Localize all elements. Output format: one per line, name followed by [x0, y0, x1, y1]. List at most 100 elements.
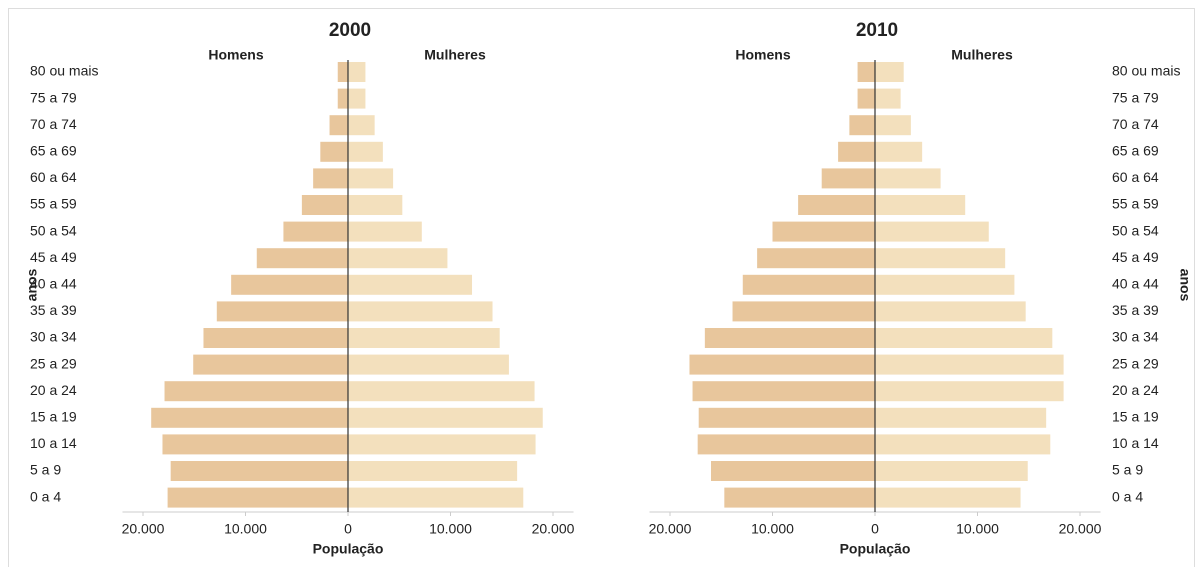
category-label: 55 a 59 [1112, 196, 1159, 212]
x-tick-label: 20.000 [649, 521, 692, 537]
bar [875, 221, 989, 242]
bar [348, 221, 422, 242]
bar [348, 328, 500, 348]
category-label: 70 a 74 [30, 116, 77, 132]
x-tick-label: 10.000 [224, 521, 267, 537]
bar [348, 461, 518, 481]
x-tick-label: 20.000 [1059, 521, 1102, 537]
category-label: 40 a 44 [30, 276, 77, 292]
bar [348, 195, 403, 215]
bar [875, 487, 1021, 508]
bar [875, 168, 941, 189]
bar [203, 328, 348, 348]
bar [301, 195, 348, 215]
category-label: 20 a 24 [1112, 382, 1159, 398]
category-label: 50 a 54 [1112, 222, 1159, 238]
bar [167, 487, 348, 508]
category-label: 10 a 14 [30, 435, 77, 451]
bar [875, 274, 1015, 295]
category-label: 35 a 39 [30, 302, 77, 318]
bar [798, 195, 875, 215]
category-label: 75 a 79 [30, 89, 77, 105]
category-label: 55 a 59 [30, 196, 77, 212]
category-label: 50 a 54 [30, 222, 77, 238]
bar [283, 221, 348, 242]
bar [698, 407, 875, 428]
bar [857, 88, 875, 109]
category-label: 70 a 74 [1112, 116, 1159, 132]
bar [742, 274, 875, 295]
bar [875, 328, 1053, 348]
bar [838, 141, 875, 162]
series-label: Mulheres [951, 47, 1013, 63]
category-label: 30 a 34 [30, 329, 77, 345]
bar [231, 274, 348, 295]
x-axis-label: População [313, 541, 384, 557]
bar [875, 434, 1051, 455]
category-label: 80 ou mais [30, 63, 98, 79]
category-label: 40 a 44 [1112, 276, 1159, 292]
bar [772, 221, 875, 242]
category-label: 0 a 4 [30, 488, 61, 504]
bar [216, 301, 348, 322]
bar [256, 248, 348, 269]
bar [193, 354, 348, 375]
bar [692, 381, 875, 402]
bar [697, 434, 875, 455]
chart-title: 2010 [856, 20, 898, 41]
bar [162, 434, 348, 455]
bar [875, 88, 901, 109]
bar [320, 141, 348, 162]
category-label: 25 a 29 [30, 355, 77, 371]
bar [348, 62, 366, 82]
category-label: 60 a 64 [30, 169, 77, 185]
category-label: 30 a 34 [1112, 329, 1159, 345]
bar [875, 407, 1047, 428]
y-axis-label: anos [1177, 269, 1193, 302]
bar [348, 487, 524, 508]
category-label: 20 a 24 [30, 382, 77, 398]
bar [348, 407, 543, 428]
bar [857, 62, 875, 82]
frame [8, 8, 1195, 567]
bar [875, 115, 911, 136]
bar [875, 195, 966, 215]
category-label: 45 a 49 [1112, 249, 1159, 265]
bar [164, 381, 348, 402]
bar [875, 354, 1064, 375]
category-label: 60 a 64 [1112, 169, 1159, 185]
bar [724, 487, 875, 508]
bar [337, 62, 348, 82]
bar [348, 381, 535, 402]
bar [875, 62, 904, 82]
chart-title: 2000 [329, 20, 371, 41]
bar [348, 168, 394, 189]
category-label: 0 a 4 [1112, 488, 1143, 504]
bar [151, 407, 348, 428]
category-label: 75 a 79 [1112, 89, 1159, 105]
bar [849, 115, 875, 136]
bar [875, 381, 1064, 402]
bar [348, 88, 366, 109]
category-label: 5 a 9 [1112, 462, 1143, 478]
x-tick-label: 10.000 [956, 521, 999, 537]
bar [821, 168, 875, 189]
bar [704, 328, 875, 348]
bar [348, 274, 473, 295]
bar [313, 168, 348, 189]
series-label: Homens [735, 47, 790, 63]
bar [329, 115, 348, 136]
x-tick-label: 10.000 [751, 521, 794, 537]
x-tick-label: 20.000 [122, 521, 165, 537]
bar [875, 248, 1006, 269]
bar [170, 461, 348, 481]
bar [348, 434, 536, 455]
bar [757, 248, 875, 269]
series-label: Homens [208, 47, 263, 63]
bar [711, 461, 875, 481]
x-tick-label: 10.000 [429, 521, 472, 537]
bar [337, 88, 348, 109]
category-label: 25 a 29 [1112, 355, 1159, 371]
bar [875, 141, 923, 162]
